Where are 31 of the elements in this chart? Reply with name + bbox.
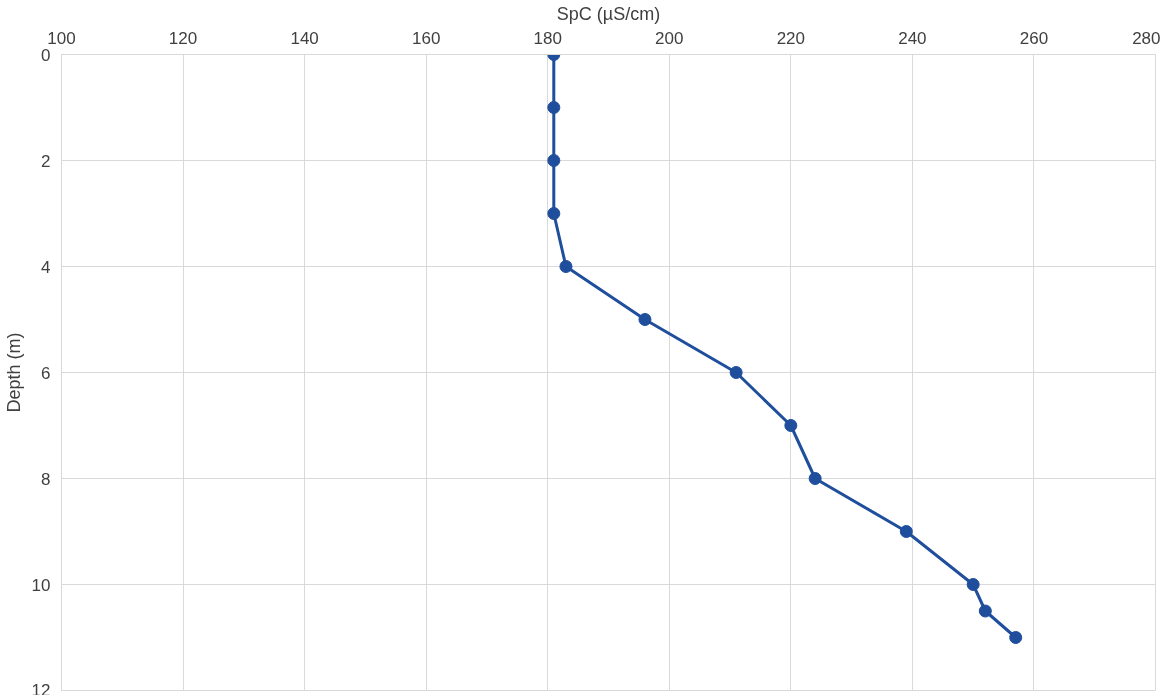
point xyxy=(966,578,980,591)
x-tick-label: 100 xyxy=(47,28,76,48)
y-tick-label: 4 xyxy=(41,257,51,277)
y-tick-label: 0 xyxy=(41,45,51,65)
x-tick-label: 120 xyxy=(168,28,198,48)
point xyxy=(899,525,913,538)
point xyxy=(547,207,561,220)
point xyxy=(784,419,798,432)
y-tick-label: 2 xyxy=(41,151,51,171)
point xyxy=(808,472,822,485)
point xyxy=(729,366,743,379)
point xyxy=(547,154,561,167)
x-tick-label: 280 xyxy=(1132,28,1161,48)
y-axis-title: Depth (m) xyxy=(3,332,24,413)
y-tick-label: 10 xyxy=(31,575,51,595)
x-axis-title: SpC (µS/cm) xyxy=(556,3,661,24)
y-tick-label: 8 xyxy=(41,469,51,489)
y-tick-label: 12 xyxy=(31,680,51,700)
point xyxy=(978,604,992,618)
point xyxy=(638,313,652,326)
x-tick-label: 140 xyxy=(290,28,319,48)
x-tick-label: 200 xyxy=(655,28,684,48)
point xyxy=(547,101,561,114)
y-tick-label: 6 xyxy=(41,363,51,383)
x-tick-label: 220 xyxy=(776,28,806,48)
x-tick-label: 240 xyxy=(898,28,927,48)
x-tick-label: 180 xyxy=(533,28,562,48)
point xyxy=(559,260,573,273)
x-tick-label: 260 xyxy=(1019,28,1049,48)
point xyxy=(1009,631,1023,644)
x-tick-label: 160 xyxy=(411,28,441,48)
